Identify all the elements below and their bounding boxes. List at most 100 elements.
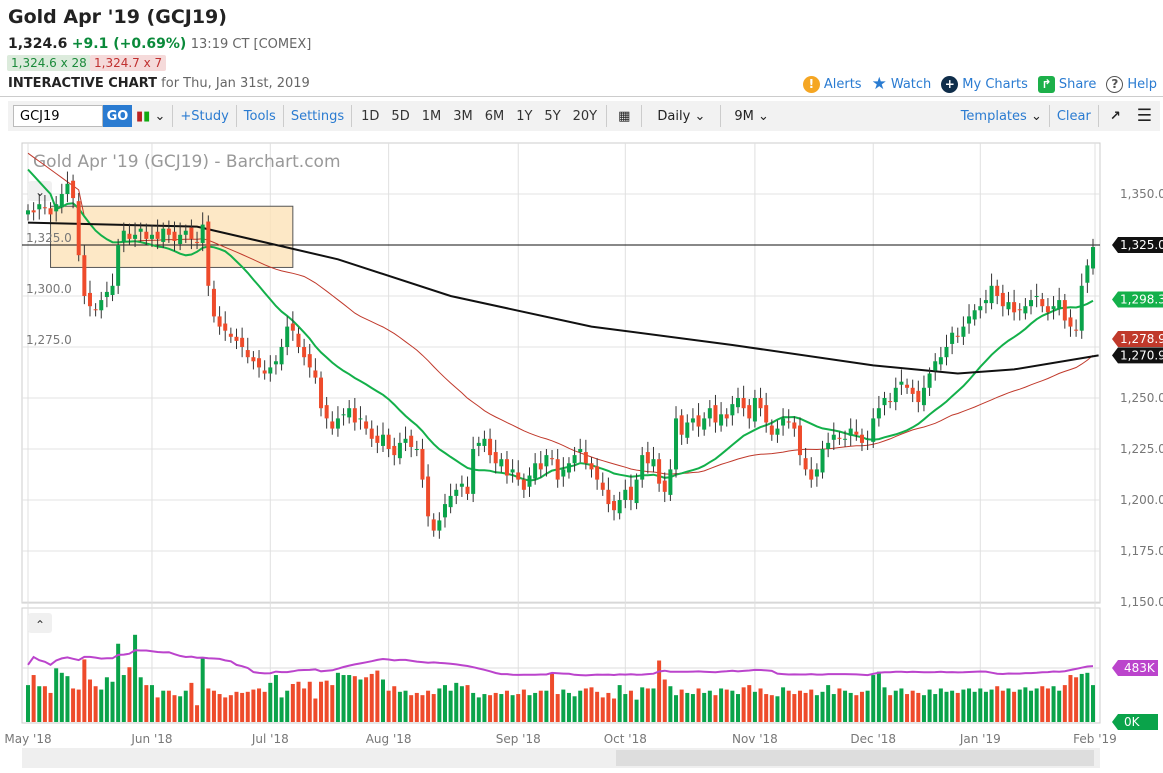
period-1m[interactable]: 1M [421,108,442,124]
volume-bar [364,677,369,722]
price-chart[interactable]: Gold Apr '19 (GCJ19) - Barchart.com ⌄ ⌃ … [0,135,1163,747]
settings-button[interactable]: Settings [290,108,345,124]
candle-body [459,483,464,487]
chart-scrollbar[interactable] [22,748,1100,768]
volume-bar [690,694,695,722]
candle-body [426,476,431,517]
interactive-chart-label: INTERACTIVE CHART [8,76,158,91]
expand-icon[interactable]: ↗ [1109,108,1121,124]
candle-body [786,421,791,423]
separator [720,105,722,127]
go-button[interactable]: GO [103,105,132,127]
volume-bar [262,691,267,722]
candle-body [809,469,814,480]
volume-bar [1045,688,1050,722]
volume-bar [448,690,453,722]
volume-bar [307,681,312,722]
volume-bar [634,699,639,722]
candle-body [42,207,47,209]
calendar-icon[interactable]: ▦ [618,108,631,124]
volume-bar [978,688,983,722]
candle-body [662,480,667,492]
menu-icon[interactable]: ☰ [1136,106,1152,126]
volume-bar [273,675,278,722]
volume-bar [775,696,780,722]
candle-body [938,357,943,365]
help-link[interactable]: ? Help [1106,75,1157,93]
ma-200-label-tag [1112,347,1163,364]
candle-body [59,194,64,208]
volume-bar [527,695,532,722]
period-1d[interactable]: 1D [361,108,380,124]
candle-body [465,486,470,494]
period-3m[interactable]: 3M [453,108,473,124]
clear-button[interactable]: Clear [1056,108,1091,124]
volume-avg-label-tag [1112,660,1158,677]
candle-body [437,520,442,531]
candle-body [375,435,380,443]
expand-volume-button[interactable] [28,613,52,633]
period-6m[interactable]: 6M [484,108,505,124]
separator [282,105,284,127]
volume-bar [797,690,802,722]
separator [641,105,643,127]
candle-body [578,449,583,453]
share-link[interactable]: ↱ Share [1037,75,1096,93]
alerts-link[interactable]: ! Alerts [802,75,862,93]
candle-body [26,210,30,215]
period-20y[interactable]: 20Y [572,108,598,124]
volume-panel [21,607,1101,724]
candle-body [133,234,138,239]
candle-body [397,442,402,459]
chart-type-dropdown[interactable]: ▮▮ ⌄ [136,108,166,124]
volume-bar [369,673,374,722]
volume-bar [1034,688,1039,722]
watch-link[interactable]: ★ Watch [872,74,932,94]
x-tick-label: Aug '18 [366,732,412,746]
period-1y[interactable]: 1Y [516,108,533,124]
candle-body [972,310,977,320]
volume-bar [871,675,876,722]
candlestick-icon-green: ▮ [143,108,151,124]
my-charts-link[interactable]: + My Charts [941,75,1028,93]
volume-bar [87,679,92,722]
interval-dropdown[interactable]: Daily ⌄ [645,109,717,124]
volume-zero-label: 0K [1124,715,1141,729]
candle-body [110,285,115,295]
volume-bar [967,688,972,722]
candle-body [121,230,126,242]
templates-label: Templates [960,108,1027,124]
candle-body [206,221,211,286]
volume-bar [538,690,543,722]
period-5d[interactable]: 5D [391,108,410,124]
candle-body [392,445,397,456]
study-button[interactable]: +Study [180,108,229,124]
candle-body [211,288,216,317]
share-icon: ↱ [1037,75,1055,93]
templates-dropdown[interactable]: Templates ⌄ [957,109,1046,124]
scrollbar-thumb[interactable] [616,750,1094,766]
volume-bar [319,681,324,722]
volume-bar [290,683,295,722]
candle-body [550,458,555,460]
ma-50-label: 1,278.9 [1120,332,1163,346]
volume-bar [1017,689,1022,722]
candle-body [1023,306,1028,314]
tools-button[interactable]: Tools [243,108,276,124]
volume-bar [983,691,988,722]
symbol-input[interactable] [13,105,103,127]
range-dropdown[interactable]: 9M ⌄ [724,109,779,124]
candle-body [166,228,171,235]
volume-bar [31,675,36,722]
candle-body [262,370,267,374]
volume-bar [397,691,402,722]
volume-bar [724,689,729,722]
candle-body [617,500,622,514]
volume-bar [99,689,104,722]
volume-bar [1012,691,1017,722]
volume-bar [736,694,740,722]
period-5y[interactable]: 5Y [544,108,561,124]
candle-body [510,469,515,473]
collapse-button[interactable] [28,181,52,201]
volume-bar [240,692,245,722]
